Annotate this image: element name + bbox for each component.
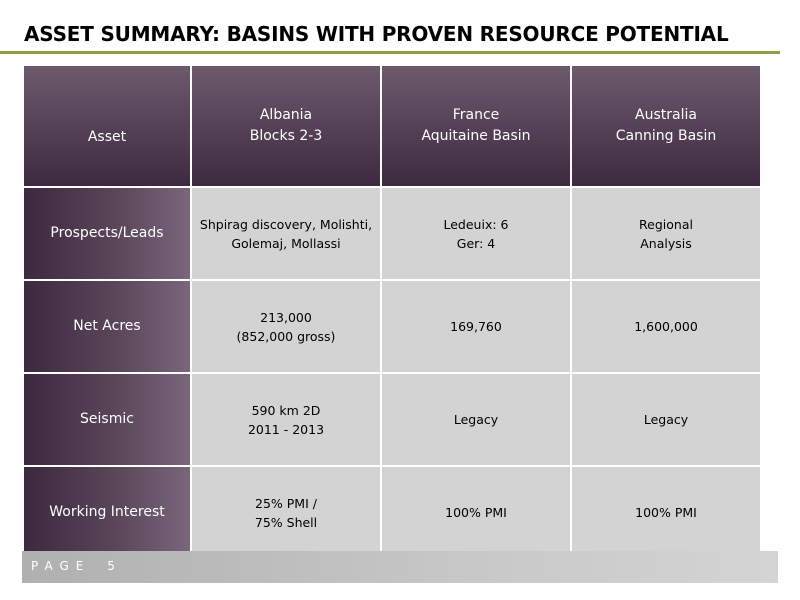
asset-summary-table: Asset Albania Blocks 2-3 France Aquitain… (22, 64, 762, 560)
cell-line: Ger: 4 (456, 235, 496, 251)
header-line: Aquitaine Basin (421, 128, 531, 144)
cell-france-net-acres: 169,760 (380, 279, 572, 374)
cell-line: Ledeuix: 6 (443, 216, 509, 232)
row-label-prospects-leads: Prospects/Leads (22, 186, 192, 281)
cell-line: 590 km 2D (251, 402, 321, 418)
cell-line: 1,600,000 (634, 319, 698, 334)
cell-line: 25% PMI / (255, 495, 317, 511)
header-asset-label: Asset (22, 64, 192, 188)
row-label-working-interest: Working Interest (22, 465, 192, 560)
cell-line: (852,000 gross) (236, 328, 336, 344)
header-column-albania: Albania Blocks 2-3 (190, 64, 382, 188)
cell-line: Legacy (453, 412, 499, 427)
cell-line: 213,000 (260, 309, 312, 325)
header-column-france: France Aquitaine Basin (380, 64, 572, 188)
row-label-seismic: Seismic (22, 372, 192, 467)
cell-line: Regional (639, 216, 693, 232)
table-row-prospects-leads: Prospects/Leads Shpirag discovery, Molis… (22, 186, 762, 281)
footer-bar: PAGE 5 (22, 551, 778, 583)
cell-albania-net-acres: 213,000 (852,000 gross) (190, 279, 382, 374)
title-underline (0, 51, 780, 54)
cell-line: 100% PMI (635, 505, 697, 520)
cell-australia-prospects: Regional Analysis (570, 186, 762, 281)
header-line: Australia (635, 107, 697, 123)
cell-france-working-interest: 100% PMI (380, 465, 572, 560)
cell-france-seismic: Legacy (380, 372, 572, 467)
table-row-seismic: Seismic 590 km 2D 2011 - 2013 Legacy Leg… (22, 372, 762, 467)
cell-australia-net-acres: 1,600,000 (570, 279, 762, 374)
cell-line: 100% PMI (445, 505, 507, 520)
header-line: France (452, 107, 500, 123)
page-word: PAGE (31, 559, 91, 573)
page-number: 5 (107, 559, 122, 573)
cell-line: 169,760 (450, 319, 502, 334)
cell-australia-working-interest: 100% PMI (570, 465, 762, 560)
header-line: Blocks 2-3 (249, 128, 323, 144)
cell-line: Analysis (640, 235, 692, 251)
table-header-row: Asset Albania Blocks 2-3 France Aquitain… (22, 64, 762, 188)
table-row-working-interest: Working Interest 25% PMI / 75% Shell 100… (22, 465, 762, 560)
header-column-australia: Australia Canning Basin (570, 64, 762, 188)
cell-albania-prospects: Shpirag discovery, Molishti, Golemaj, Mo… (190, 186, 382, 281)
cell-line: Golemaj, Mollassi (231, 235, 341, 251)
cell-line: Legacy (643, 412, 689, 427)
cell-line: 2011 - 2013 (247, 421, 325, 437)
header-line: Albania (259, 107, 313, 123)
cell-albania-seismic: 590 km 2D 2011 - 2013 (190, 372, 382, 467)
cell-line: Shpirag discovery, Molishti, (199, 216, 373, 232)
header-line: Canning Basin (615, 128, 717, 144)
slide-title: ASSET SUMMARY: BASINS WITH PROVEN RESOUR… (24, 22, 729, 46)
cell-australia-seismic: Legacy (570, 372, 762, 467)
cell-line: 75% Shell (254, 514, 318, 530)
cell-france-prospects: Ledeuix: 6 Ger: 4 (380, 186, 572, 281)
cell-albania-working-interest: 25% PMI / 75% Shell (190, 465, 382, 560)
page-indicator: PAGE 5 (31, 559, 122, 573)
table-row-net-acres: Net Acres 213,000 (852,000 gross) 169,76… (22, 279, 762, 374)
row-label-net-acres: Net Acres (22, 279, 192, 374)
